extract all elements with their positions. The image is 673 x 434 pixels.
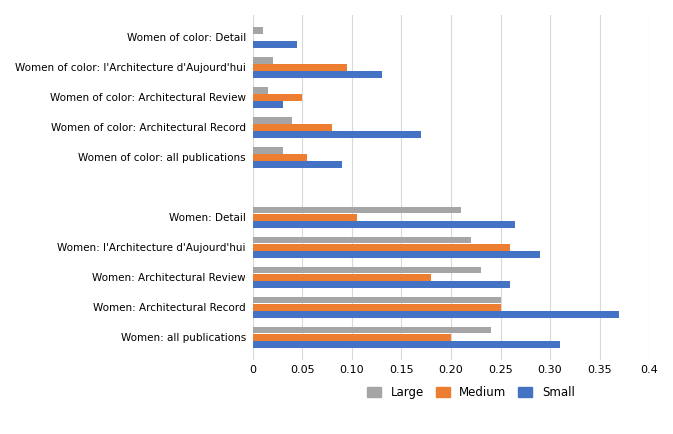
Bar <box>253 297 501 303</box>
Bar <box>253 244 510 251</box>
Bar <box>253 124 332 131</box>
Bar <box>253 94 302 101</box>
Bar <box>253 251 540 258</box>
Bar <box>253 327 491 333</box>
Bar <box>253 117 293 124</box>
Bar <box>253 71 382 78</box>
Bar <box>253 281 510 288</box>
Bar <box>253 267 481 273</box>
Bar <box>253 237 471 243</box>
Bar <box>253 334 451 341</box>
Bar <box>253 132 421 138</box>
Bar <box>253 341 560 348</box>
Bar <box>253 147 283 154</box>
Bar <box>253 214 357 220</box>
Bar <box>253 102 283 108</box>
Bar <box>253 57 273 63</box>
Bar <box>253 64 347 71</box>
Bar <box>253 27 262 33</box>
Bar <box>253 161 342 168</box>
Bar <box>253 154 308 161</box>
Bar <box>253 274 431 281</box>
Legend: Large, Medium, Small: Large, Medium, Small <box>367 386 575 399</box>
Bar <box>253 87 268 94</box>
Bar <box>253 207 461 214</box>
Bar <box>253 311 619 318</box>
Bar <box>253 41 297 48</box>
Bar <box>253 304 501 311</box>
Bar <box>253 221 516 228</box>
